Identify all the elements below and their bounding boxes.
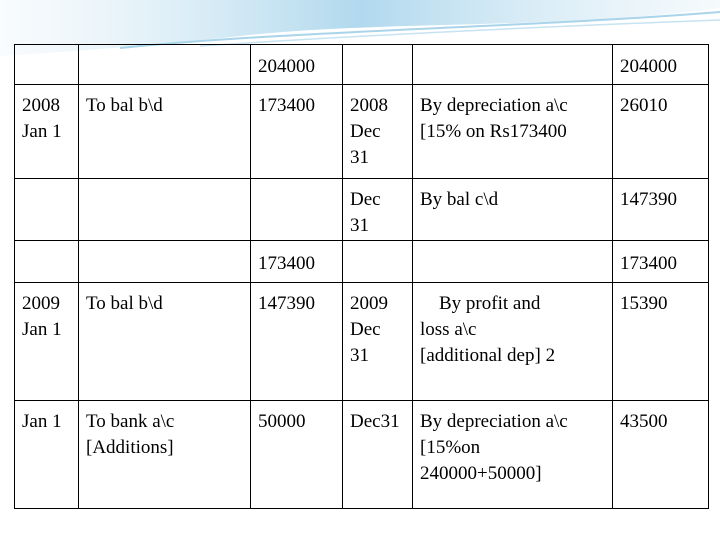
date-cell: Dec31 [342,400,413,509]
date-cell: 2008 Jan 1 [14,84,79,179]
ledger-table: 204000 204000 2008 Jan 1 To bal b\d 173400 20… [14,44,709,509]
date-cell [14,44,79,85]
amount-cell: 204000 [250,44,343,85]
amount-cell: 204000 [612,44,709,85]
particulars-cell: By profit and loss a\c [additional dep] … [412,282,613,401]
date-cell: 2008 Dec 31 [342,84,413,179]
amount-cell: 147390 [250,282,343,401]
ledger-row: 2009 Jan 1 To bal b\d 147390 2009 Dec 31 By… [14,282,709,401]
date-cell: Dec 31 [342,178,413,241]
ledger-row: Jan 1 To bank a\c [Additions] 50000 Dec31 By… [14,400,709,509]
date-cell [14,178,79,241]
date-cell: 2009 Jan 1 [14,282,79,401]
ledger-row: Dec 31 By bal c\d 147390 [14,178,709,241]
date-cell: Jan 1 [14,400,79,509]
particulars-cell [412,240,613,283]
particulars-cell: To bal b\d [78,84,251,179]
date-cell [342,44,413,85]
particulars-cell: To bank a\c [Additions] [78,400,251,509]
particulars-cell [78,44,251,85]
particulars-cell: To bal b\d [78,282,251,401]
ledger-body: 204000 204000 2008 Jan 1 To bal b\d 173400 20… [14,44,709,509]
amount-cell [250,178,343,241]
particulars-cell: By depreciation a\c [15% on Rs173400 [412,84,613,179]
amount-cell: 15390 [612,282,709,401]
particulars-cell [78,178,251,241]
amount-cell: 173400 [250,240,343,283]
ledger-row: 2008 Jan 1 To bal b\d 173400 2008 Dec 31 By … [14,84,709,179]
date-cell: 2009 Dec 31 [342,282,413,401]
particulars-cell [78,240,251,283]
particulars-cell: By bal c\d [412,178,613,241]
particulars-cell: By depreciation a\c [15%on 240000+50000] [412,400,613,509]
ledger-row: 204000 204000 [14,44,709,85]
date-cell [14,240,79,283]
amount-cell: 173400 [612,240,709,283]
amount-cell: 173400 [250,84,343,179]
amount-cell: 43500 [612,400,709,509]
amount-cell: 50000 [250,400,343,509]
ledger-row: 173400 173400 [14,240,709,283]
particulars-cell [412,44,613,85]
amount-cell: 147390 [612,178,709,241]
header-swoosh [0,0,720,56]
amount-cell: 26010 [612,84,709,179]
date-cell [342,240,413,283]
